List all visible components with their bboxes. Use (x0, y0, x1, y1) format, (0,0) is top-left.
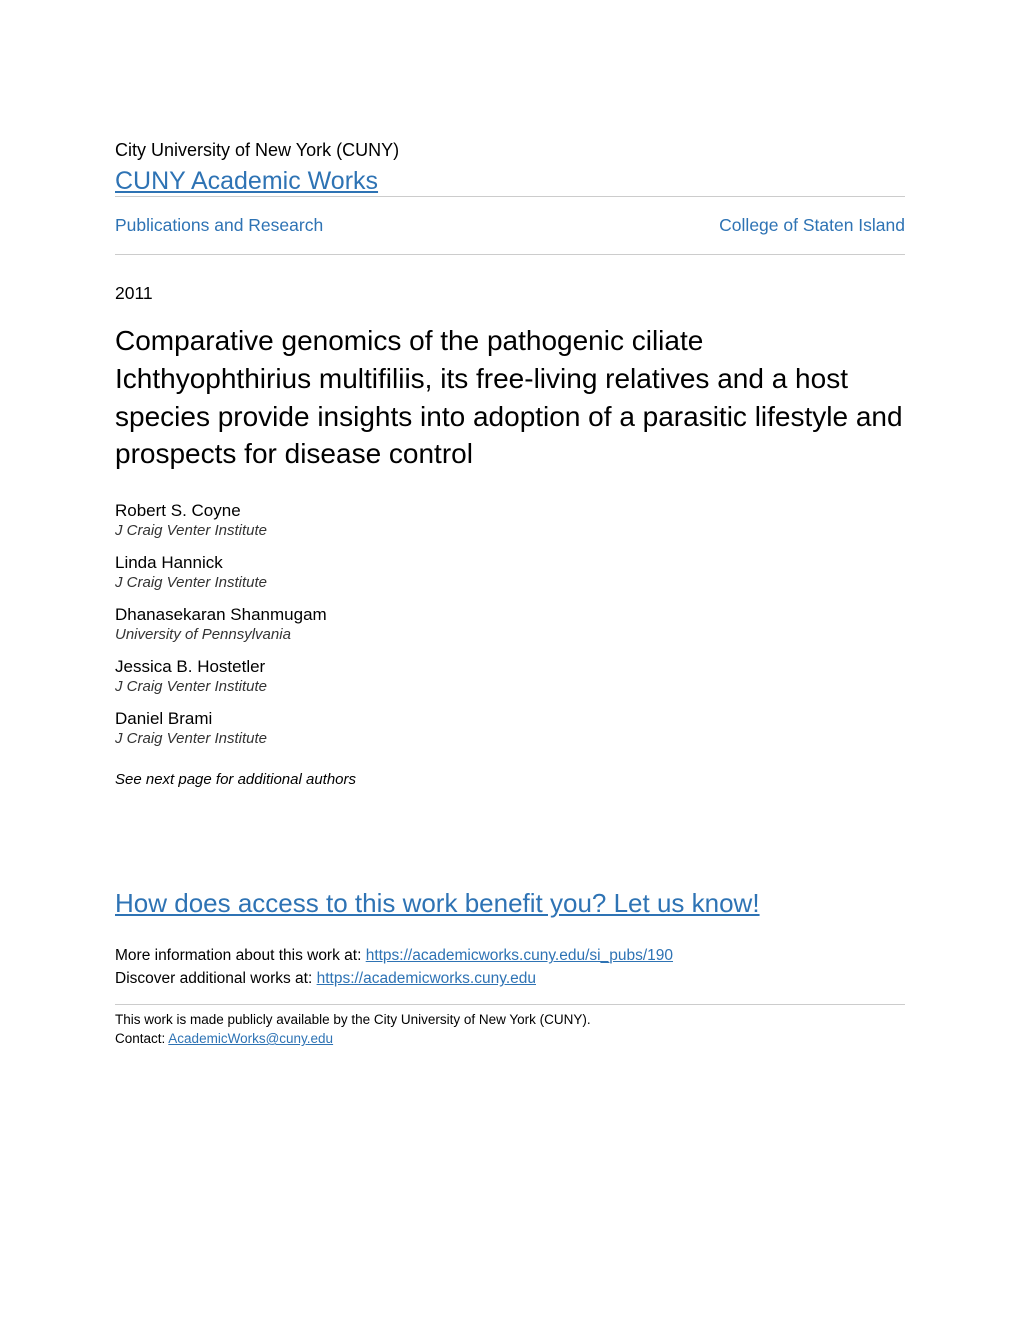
repository-link[interactable]: CUNY Academic Works (115, 167, 378, 195)
nav-college-link[interactable]: College of Staten Island (719, 215, 905, 236)
author-name: Dhanasekaran Shanmugam (115, 605, 905, 625)
footer-contact-email[interactable]: AcademicWorks@cuny.edu (168, 1031, 333, 1046)
footer-section: This work is made publicly available by … (115, 1004, 905, 1049)
more-info-line: More information about this work at: htt… (115, 947, 905, 965)
author-affiliation: J Craig Venter Institute (115, 522, 905, 539)
discover-prefix: Discover additional works at: (115, 970, 317, 987)
footer-contact: Contact: AcademicWorks@cuny.edu (115, 1030, 905, 1049)
footer-availability: This work is made publicly available by … (115, 1011, 905, 1030)
author-affiliation: J Craig Venter Institute (115, 678, 905, 695)
additional-authors-note: See next page for additional authors (115, 771, 905, 788)
publication-title: Comparative genomics of the pathogenic c… (115, 322, 905, 473)
author-affiliation: University of Pennsylvania (115, 626, 905, 643)
footer-divider (115, 1004, 905, 1005)
author-name: Linda Hannick (115, 553, 905, 573)
author-affiliation: J Craig Venter Institute (115, 574, 905, 591)
publication-year: 2011 (115, 283, 905, 304)
discover-line: Discover additional works at: https://ac… (115, 970, 905, 988)
nav-publications-link[interactable]: Publications and Research (115, 215, 323, 236)
author-name: Jessica B. Hostetler (115, 657, 905, 677)
footer-contact-prefix: Contact: (115, 1031, 168, 1046)
institution-name: City University of New York (CUNY) (115, 140, 905, 161)
more-info-url[interactable]: https://academicworks.cuny.edu/si_pubs/1… (366, 947, 673, 964)
author-block: Linda Hannick J Craig Venter Institute (115, 553, 905, 591)
discover-url[interactable]: https://academicworks.cuny.edu (317, 970, 536, 987)
author-name: Robert S. Coyne (115, 501, 905, 521)
author-affiliation: J Craig Venter Institute (115, 730, 905, 747)
author-block: Dhanasekaran Shanmugam University of Pen… (115, 605, 905, 643)
author-block: Jessica B. Hostetler J Craig Venter Inst… (115, 657, 905, 695)
nav-section: Publications and Research College of Sta… (115, 197, 905, 254)
author-block: Daniel Brami J Craig Venter Institute (115, 709, 905, 747)
more-info-prefix: More information about this work at: (115, 947, 366, 964)
author-block: Robert S. Coyne J Craig Venter Institute (115, 501, 905, 539)
benefit-link[interactable]: How does access to this work benefit you… (115, 888, 905, 919)
author-name: Daniel Brami (115, 709, 905, 729)
divider-bottom (115, 254, 905, 255)
